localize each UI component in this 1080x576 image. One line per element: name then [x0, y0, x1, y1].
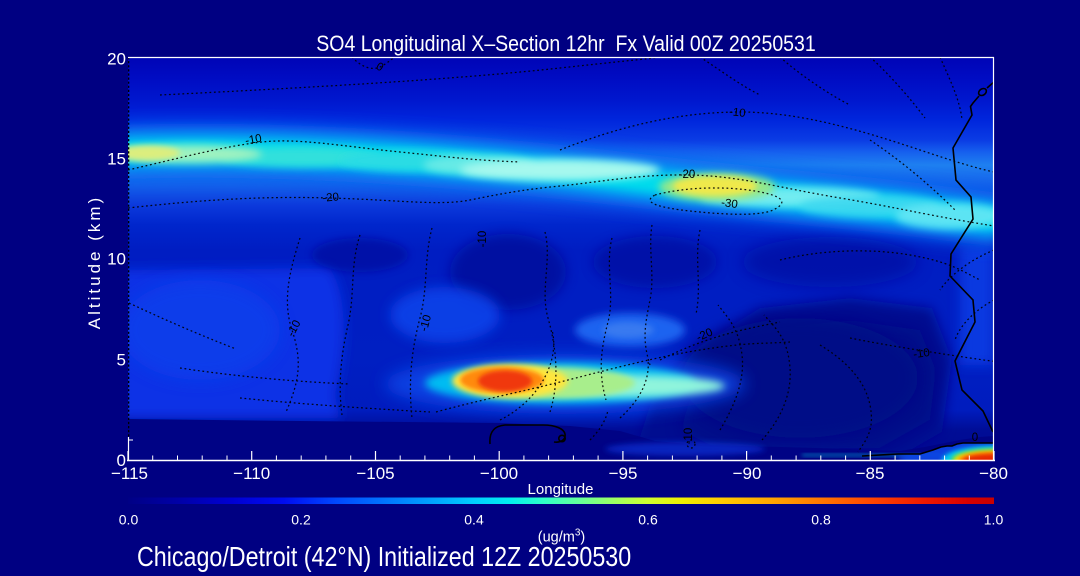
svg-text:5: 5 — [117, 350, 126, 369]
svg-text:0.4: 0.4 — [464, 512, 484, 528]
svg-text:0.2: 0.2 — [291, 512, 311, 528]
svg-text:0.8: 0.8 — [811, 512, 831, 528]
svg-text:10: 10 — [107, 250, 126, 269]
svg-text:Chicago/Detroit (42°N) Initial: Chicago/Detroit (42°N) Initialized 12Z 2… — [137, 542, 631, 572]
svg-text:−115: −115 — [111, 464, 148, 483]
svg-text:−110: −110 — [233, 464, 270, 483]
svg-text:-10: -10 — [913, 347, 931, 361]
svg-text:SO4 Longitudinal X–Section 12h: SO4 Longitudinal X–Section 12hr Fx Valid… — [316, 32, 815, 56]
svg-text:-30: -30 — [720, 197, 738, 211]
svg-text:Altitude (km): Altitude (km) — [85, 195, 104, 329]
svg-text:(ug/m3): (ug/m3) — [538, 528, 585, 546]
svg-text:-10: -10 — [477, 231, 489, 248]
svg-text:1.0: 1.0 — [984, 512, 1004, 528]
svg-text:-20: -20 — [322, 191, 340, 204]
svg-text:0.0: 0.0 — [119, 512, 139, 528]
svg-text:-10: -10 — [244, 133, 262, 148]
svg-text:-20: -20 — [679, 169, 696, 181]
svg-text:0: 0 — [374, 61, 386, 75]
svg-text:0: 0 — [117, 451, 126, 470]
svg-text:0: 0 — [972, 432, 978, 444]
svg-text:−85: −85 — [856, 464, 885, 483]
svg-text:-10: -10 — [728, 106, 746, 120]
svg-text:−105: −105 — [356, 464, 394, 483]
svg-text:−100: −100 — [480, 464, 518, 483]
svg-text:20: 20 — [107, 50, 126, 69]
svg-text:-10: -10 — [418, 314, 434, 333]
svg-text:−90: −90 — [733, 464, 762, 483]
svg-text:15: 15 — [107, 150, 126, 169]
svg-text:−80: −80 — [979, 464, 1008, 483]
svg-text:−95: −95 — [609, 464, 638, 483]
svg-text:0.6: 0.6 — [638, 512, 658, 528]
svg-text:Longitude: Longitude — [528, 481, 594, 498]
svg-text:-10: -10 — [683, 428, 695, 445]
